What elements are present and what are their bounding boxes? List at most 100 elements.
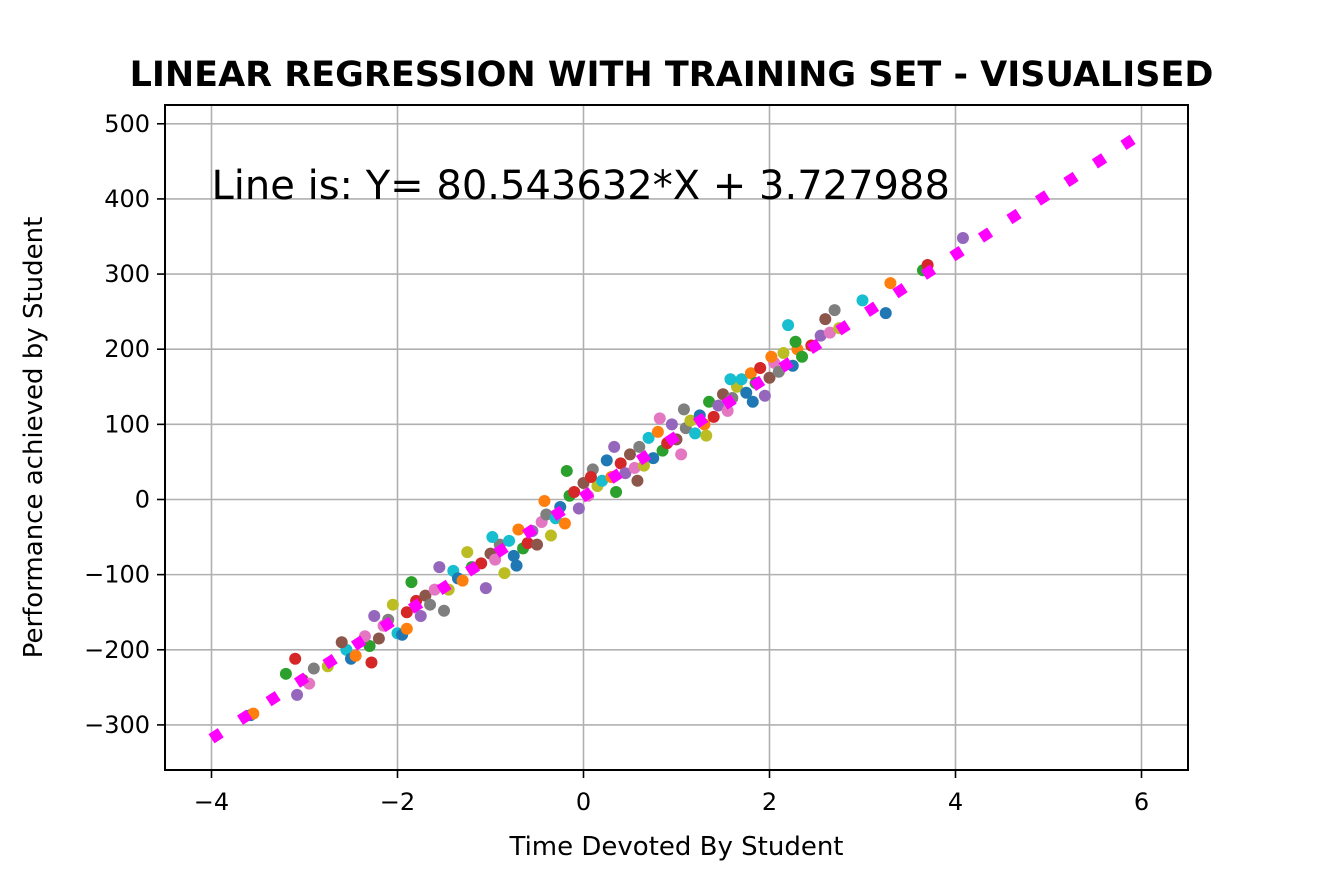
data-point — [479, 582, 492, 595]
data-point — [735, 373, 748, 386]
data-point — [544, 529, 557, 542]
equation-annotation: Line is: Y= 80.543632*X + 3.727988 — [212, 163, 950, 209]
data-point — [677, 403, 690, 416]
data-point — [503, 534, 516, 547]
data-point — [335, 636, 348, 649]
data-point — [647, 452, 660, 465]
data-point — [619, 467, 632, 480]
grid — [165, 105, 1188, 770]
axis-ticks: −4 −2 0 2 4 6 −300 −200 −100 0 100 200 300 400 500 — [84, 110, 1149, 816]
plot-frame — [164, 104, 1189, 771]
scatter-points — [244, 232, 969, 722]
data-point — [489, 553, 502, 566]
data-point — [879, 307, 892, 320]
y-tick-label: −100 — [84, 561, 150, 589]
data-point — [400, 606, 413, 619]
data-point — [763, 371, 776, 384]
y-tick-label: 400 — [104, 185, 150, 213]
data-point — [600, 454, 613, 467]
data-point — [456, 574, 469, 587]
data-point — [291, 688, 304, 701]
y-tick-label: 0 — [135, 485, 150, 513]
data-point — [956, 232, 969, 244]
x-tick-label: −2 — [380, 788, 415, 816]
data-point — [724, 373, 737, 386]
x-tick-label: 2 — [762, 788, 777, 816]
data-point — [289, 652, 302, 665]
data-point — [856, 294, 869, 307]
data-point — [372, 632, 385, 645]
data-point — [368, 609, 381, 622]
data-point — [433, 561, 446, 574]
x-tick-label: −4 — [194, 788, 229, 816]
data-point — [614, 457, 627, 470]
data-point — [538, 494, 551, 507]
data-point — [796, 350, 809, 363]
data-point — [631, 474, 644, 487]
data-point — [744, 367, 757, 380]
data-point — [814, 329, 827, 342]
data-point — [721, 404, 734, 417]
data-point — [624, 448, 636, 461]
data-point — [279, 667, 292, 680]
y-axis-label: Performance achieved by Student — [19, 217, 49, 659]
data-point — [568, 485, 581, 498]
data-point — [498, 567, 511, 580]
y-tick-label: 100 — [104, 410, 150, 438]
data-point — [486, 531, 499, 544]
data-point — [510, 559, 523, 572]
data-point — [438, 604, 450, 617]
x-tick-label: 6 — [1134, 788, 1149, 816]
data-point — [789, 335, 802, 348]
data-point — [823, 326, 836, 339]
data-point — [419, 589, 432, 602]
data-point — [414, 609, 427, 622]
y-tick-label: 300 — [104, 260, 150, 288]
y-tick-label: 200 — [104, 335, 150, 363]
data-point — [461, 546, 474, 559]
data-point — [782, 319, 795, 332]
data-point — [765, 350, 778, 363]
data-point — [740, 386, 753, 399]
x-tick-label: 0 — [576, 788, 591, 816]
data-point — [596, 474, 609, 487]
data-point — [386, 598, 399, 611]
data-point — [475, 557, 488, 570]
data-point — [507, 549, 520, 562]
data-point — [642, 431, 655, 444]
data-point — [717, 388, 729, 401]
data-point — [531, 538, 543, 551]
data-point — [703, 395, 716, 408]
data-point — [558, 517, 571, 530]
data-point — [754, 361, 767, 374]
y-tick-label: −200 — [84, 636, 150, 664]
data-point — [400, 622, 413, 635]
data-point — [572, 502, 585, 515]
data-point — [363, 640, 376, 653]
data-point — [884, 277, 897, 290]
data-point — [653, 412, 666, 425]
data-point — [707, 410, 720, 423]
data-point — [819, 313, 832, 326]
data-point — [633, 440, 646, 453]
data-point — [828, 304, 841, 317]
data-point — [560, 464, 573, 477]
data-point — [512, 523, 525, 536]
data-point — [651, 425, 664, 438]
data-point — [540, 508, 553, 521]
data-point — [684, 414, 697, 427]
y-tick-label: −300 — [84, 711, 150, 739]
data-point — [307, 662, 320, 675]
data-point — [712, 399, 725, 412]
data-point — [675, 448, 688, 461]
data-point — [772, 365, 785, 378]
data-point — [746, 395, 759, 408]
data-point — [665, 418, 678, 431]
data-point — [424, 598, 437, 611]
data-point — [758, 389, 771, 402]
data-point — [365, 656, 378, 669]
data-point — [689, 427, 702, 440]
regression-line-group — [208, 128, 1145, 744]
data-point — [521, 537, 534, 550]
